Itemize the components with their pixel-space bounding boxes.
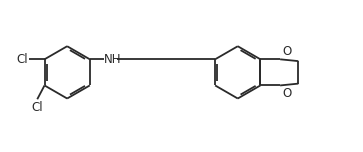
Text: O: O	[282, 87, 291, 100]
Text: O: O	[282, 45, 291, 58]
Text: Cl: Cl	[16, 53, 28, 66]
Text: Cl: Cl	[32, 101, 43, 114]
Text: NH: NH	[104, 53, 122, 66]
